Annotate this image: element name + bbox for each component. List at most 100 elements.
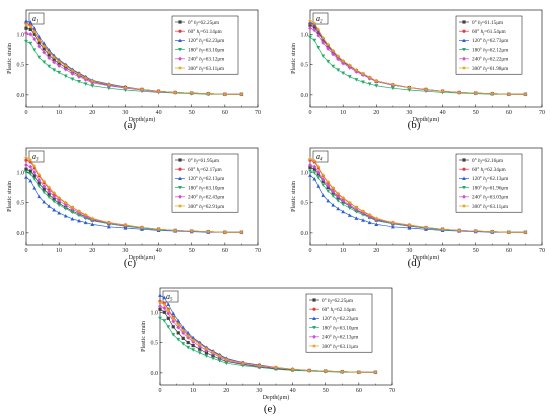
legend-marker [177, 203, 183, 208]
y-tick-label: 1.0 [151, 310, 159, 316]
y-tick-label: 1.0 [301, 32, 309, 38]
panel-tag-box [28, 12, 45, 25]
data-point [312, 21, 317, 26]
legend-label-0: 0° hf=61.15μm [472, 19, 503, 26]
legend-label-1: 60° hf=62.17μm [188, 166, 222, 173]
data-point [316, 33, 321, 38]
x-tick-label: 10 [340, 248, 346, 254]
data-point [407, 88, 412, 92]
data-point [239, 230, 244, 235]
data-point [186, 345, 191, 350]
data-point [37, 181, 41, 185]
data-point [341, 58, 346, 63]
data-point [356, 370, 361, 375]
panel-tag: a4 [316, 152, 323, 163]
data-point [166, 302, 171, 306]
data-point [32, 177, 37, 181]
x-axis-label: Depth(μm) [129, 116, 156, 123]
legend-label-2: 120° hf=62.13μm [472, 175, 508, 182]
data-point [37, 38, 42, 43]
x-tick-label: 60 [356, 388, 362, 394]
y-tick-label: 1.0 [17, 32, 25, 38]
data-point [189, 90, 194, 95]
legend-marker [178, 38, 182, 42]
data-point [407, 222, 412, 227]
data-point [204, 346, 209, 351]
legend-box [171, 153, 239, 213]
series-line-2 [25, 176, 242, 233]
data-point [331, 189, 336, 194]
data-point [90, 78, 95, 83]
legend-marker [178, 186, 182, 190]
data-point [37, 41, 41, 45]
data-point [239, 92, 244, 97]
data-point [28, 157, 33, 162]
data-point [52, 197, 56, 202]
legend-box [455, 15, 523, 75]
data-point [340, 369, 345, 374]
x-tick-label: 60 [506, 248, 512, 254]
data-point [47, 55, 52, 60]
data-point [23, 155, 29, 160]
data-point [312, 164, 317, 169]
data-point [70, 205, 75, 210]
data-point [52, 58, 56, 62]
data-point [316, 184, 321, 188]
data-point [390, 220, 395, 225]
data-point [57, 63, 62, 68]
x-tick-label: 0 [309, 248, 312, 254]
data-point [37, 194, 42, 199]
x-tick-label: 30 [406, 110, 412, 116]
series-line-5 [309, 158, 526, 233]
data-point [316, 27, 321, 32]
y-tick-label: 0.0 [301, 93, 309, 99]
legend-marker [462, 176, 466, 180]
data-point [37, 44, 42, 49]
data-point [273, 365, 279, 370]
data-point [336, 53, 341, 58]
data-point [347, 75, 352, 79]
legend-label-5: 300° hf=62.91μm [188, 203, 224, 210]
data-point [83, 212, 88, 217]
data-point [42, 60, 47, 65]
data-point [42, 190, 47, 195]
data-point [76, 72, 82, 77]
data-point [90, 217, 95, 222]
data-point [331, 194, 336, 198]
x-tick-label: 50 [189, 248, 195, 254]
x-tick-label: 30 [122, 248, 128, 254]
data-point [106, 82, 111, 87]
data-point [323, 368, 328, 373]
data-point [490, 229, 495, 234]
data-point [32, 29, 37, 34]
data-point [367, 220, 372, 225]
data-point [42, 44, 47, 49]
data-point [423, 225, 429, 230]
legend-label-5: 300° hf=61.98μm [472, 65, 508, 72]
y-tick-label: 0.0 [17, 231, 25, 237]
x-axis-label: Depth(μm) [129, 254, 156, 261]
x-tick-label: 70 [539, 110, 545, 116]
x-tick-label: 0 [25, 248, 28, 254]
legend-marker [462, 56, 466, 61]
panel-tag: a5 [166, 292, 173, 303]
legend-label-0: 0° hf=62.25μm [188, 19, 219, 26]
data-point [77, 79, 81, 84]
x-tick-label: 40 [290, 388, 296, 394]
legend-marker [178, 56, 182, 61]
data-point [23, 22, 29, 27]
data-point [176, 337, 181, 342]
data-point [166, 308, 171, 313]
data-point [523, 92, 528, 97]
data-point [331, 203, 336, 207]
legend-label-2: 120° hf=62.23μm [322, 315, 358, 322]
data-point [326, 198, 331, 203]
data-point [139, 87, 145, 92]
x-tick-label: 30 [406, 248, 412, 254]
data-point [257, 363, 262, 368]
y-tick-label: 0.5 [301, 201, 309, 207]
panel-tag-box [28, 150, 45, 163]
data-point [52, 60, 57, 65]
data-point [316, 164, 321, 169]
